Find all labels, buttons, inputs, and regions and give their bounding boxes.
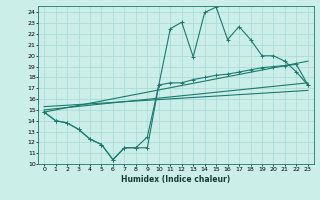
X-axis label: Humidex (Indice chaleur): Humidex (Indice chaleur) [121,175,231,184]
